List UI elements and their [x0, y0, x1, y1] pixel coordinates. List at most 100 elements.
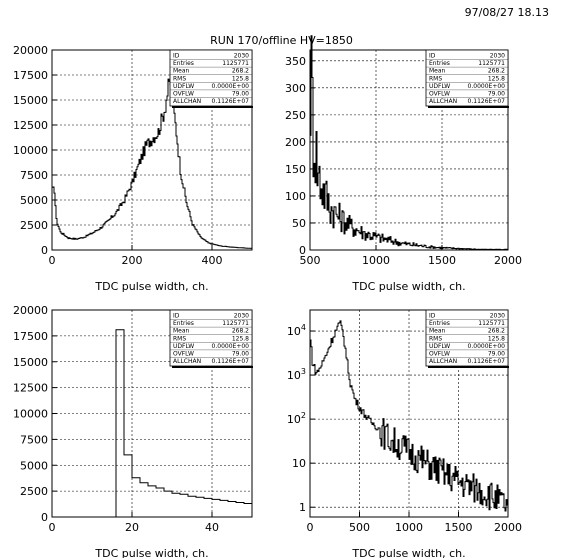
- stats-value: 125.8: [232, 335, 249, 342]
- y-tick-label: 10: [292, 457, 306, 470]
- x-tick-label: 1500: [445, 521, 473, 534]
- stats-value: 0.1126E+07: [212, 358, 250, 365]
- stats-label: RMS: [173, 335, 186, 342]
- y-tick-label: 150: [285, 163, 306, 176]
- y-tick-label: 17500: [13, 69, 48, 82]
- stats-value: 268.2: [488, 68, 505, 75]
- x-tick-label: 500: [300, 254, 321, 267]
- y-tick-label: 20000: [13, 44, 48, 57]
- stats-label: ALLCHAN: [429, 98, 457, 105]
- x-tick-label: 200: [122, 254, 143, 267]
- stats-box-shadow: [172, 366, 253, 368]
- stats-value: 1125771: [478, 60, 505, 67]
- stats-value: 0.1126E+07: [468, 358, 506, 365]
- histogram-line: [310, 320, 509, 512]
- stats-label: UDFLW: [429, 83, 450, 90]
- stats-value: 268.2: [232, 68, 249, 75]
- y-tick-label: 50: [292, 217, 306, 230]
- histogram-line: [52, 78, 253, 249]
- y-tick-label: 15000: [13, 94, 48, 107]
- y-tick-label: 2500: [20, 485, 48, 498]
- y-tick-label: 0: [41, 244, 48, 257]
- y-tick-label: 10000: [13, 408, 48, 421]
- stats-label: Entries: [173, 60, 194, 67]
- stats-value: 79.00: [232, 91, 249, 98]
- stats-value: 79.00: [488, 351, 505, 358]
- stats-value: 268.2: [232, 328, 249, 335]
- stats-label: ID: [429, 53, 436, 60]
- y-tick-label: 100: [285, 190, 306, 203]
- stats-label: Entries: [429, 320, 450, 327]
- y-tick-label: 103: [287, 367, 306, 382]
- y-tick-label: 0: [41, 511, 48, 524]
- y-tick-label: 12500: [13, 119, 48, 132]
- stats-label: OVFLW: [173, 91, 194, 98]
- y-tick-label: 5000: [20, 459, 48, 472]
- x-tick-label: 0: [49, 521, 56, 534]
- stats-value: 125.8: [488, 75, 505, 82]
- y-tick-label: 1: [299, 501, 306, 514]
- y-tick-label: 200: [285, 136, 306, 149]
- histogram-panel-bottom-right: 0 500 1000 1500 2000 1 10 102 103 104 ID 2030 Entrie…: [287, 309, 522, 558]
- stats-value: 0.0000E+00: [468, 83, 506, 90]
- stats-value: 79.00: [232, 351, 249, 358]
- histogram-panel-top-left: 0 200 400 0 2500 5000 7500 10000 12500 15000 17500…: [13, 44, 253, 293]
- x-tick-label: 1500: [428, 254, 456, 267]
- stats-value: 1125771: [222, 60, 249, 67]
- stats-value: 79.00: [488, 91, 505, 98]
- stats-label: ID: [173, 53, 180, 60]
- stats-label: Mean: [173, 68, 190, 75]
- y-tick-label: 7500: [20, 433, 48, 446]
- stats-value: 1125771: [222, 320, 249, 327]
- stats-value: 0.0000E+00: [212, 83, 250, 90]
- y-tick-label: 104: [287, 323, 306, 338]
- stats-label: UDFLW: [173, 83, 194, 90]
- x-axis-title: TDC pulse width, ch.: [351, 547, 465, 558]
- stats-label: Entries: [173, 320, 194, 327]
- y-tick-label: 12500: [13, 382, 48, 395]
- stats-label: ALLCHAN: [429, 358, 457, 365]
- x-tick-label: 40: [205, 521, 219, 534]
- x-tick-label: 20: [125, 521, 139, 534]
- stats-box: [169, 49, 253, 107]
- x-tick-label: 2000: [494, 254, 522, 267]
- x-axis-title: TDC pulse width, ch.: [351, 280, 465, 293]
- stats-value: 0.0000E+00: [468, 343, 506, 350]
- stats-label: RMS: [173, 75, 186, 82]
- stats-label: UDFLW: [429, 343, 450, 350]
- stats-label: Mean: [173, 328, 190, 335]
- stats-value: 2030: [490, 53, 505, 60]
- y-tick-label: 0: [299, 244, 306, 257]
- x-tick-label: 1000: [395, 521, 423, 534]
- stats-value: 1125771: [478, 320, 505, 327]
- page-title: RUN 170/offline HV=1850: [210, 34, 353, 47]
- histogram-line: [52, 329, 252, 518]
- x-axis-title: TDC pulse width, ch.: [94, 280, 208, 293]
- x-tick-label: 500: [349, 521, 370, 534]
- stats-value: 268.2: [488, 328, 505, 335]
- stats-label: ID: [173, 313, 180, 320]
- stats-value: 125.8: [488, 335, 505, 342]
- x-tick-label: 0: [49, 254, 56, 267]
- x-tick-label: 0: [307, 521, 314, 534]
- y-tick-label: 10000: [13, 144, 48, 157]
- stats-label: ALLCHAN: [173, 358, 201, 365]
- histogram-panel-top-right: 500 1000 1500 2000 0 50 100 150 200 250 300 350 ID 20…: [285, 35, 522, 293]
- stats-label: ID: [429, 313, 436, 320]
- y-tick-label: 2500: [20, 219, 48, 232]
- y-tick-label: 15000: [13, 356, 48, 369]
- y-tick-label: 17500: [13, 330, 48, 343]
- stats-value: 2030: [490, 313, 505, 320]
- stats-label: OVFLW: [429, 91, 450, 98]
- stats-label: Entries: [429, 60, 450, 67]
- x-tick-label: 1000: [362, 254, 390, 267]
- date-stamp: 97/08/27 18.13: [464, 6, 549, 19]
- y-tick-label: 300: [285, 82, 306, 95]
- y-tick-label: 20000: [13, 304, 48, 317]
- stats-label: RMS: [429, 75, 442, 82]
- stats-label: UDFLW: [173, 343, 194, 350]
- x-tick-label: 2000: [494, 521, 522, 534]
- stats-label: ALLCHAN: [173, 98, 201, 105]
- stats-value: 2030: [234, 53, 249, 60]
